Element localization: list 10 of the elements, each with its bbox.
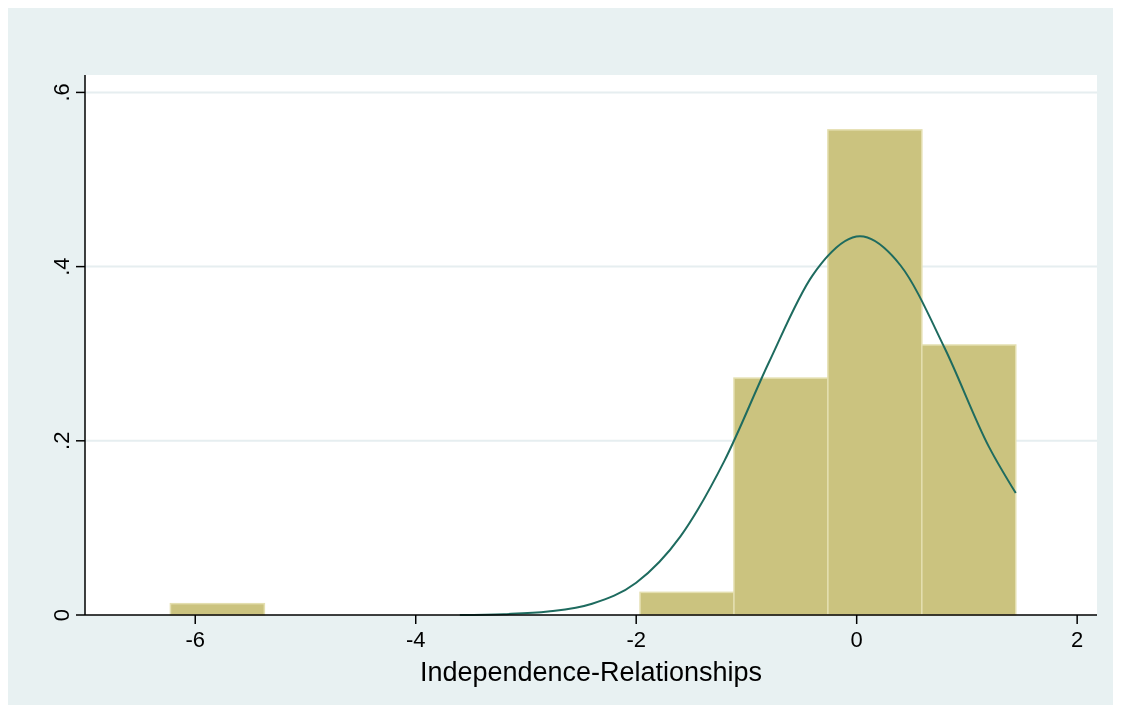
x-tick-label: -6 [185, 627, 206, 652]
x-axis-title: Independence-Relationships [419, 657, 763, 687]
y-tick-label: 0 [49, 608, 74, 622]
y-tick-label: .2 [49, 431, 74, 450]
x-tick-label: 0 [850, 627, 863, 652]
y-tick-label: .4 [49, 257, 74, 276]
x-tick-label: 2 [1071, 627, 1084, 652]
x-tick-label: -2 [626, 627, 646, 652]
x-tick-label: -4 [405, 627, 426, 652]
y-tick-label: .6 [49, 83, 74, 102]
